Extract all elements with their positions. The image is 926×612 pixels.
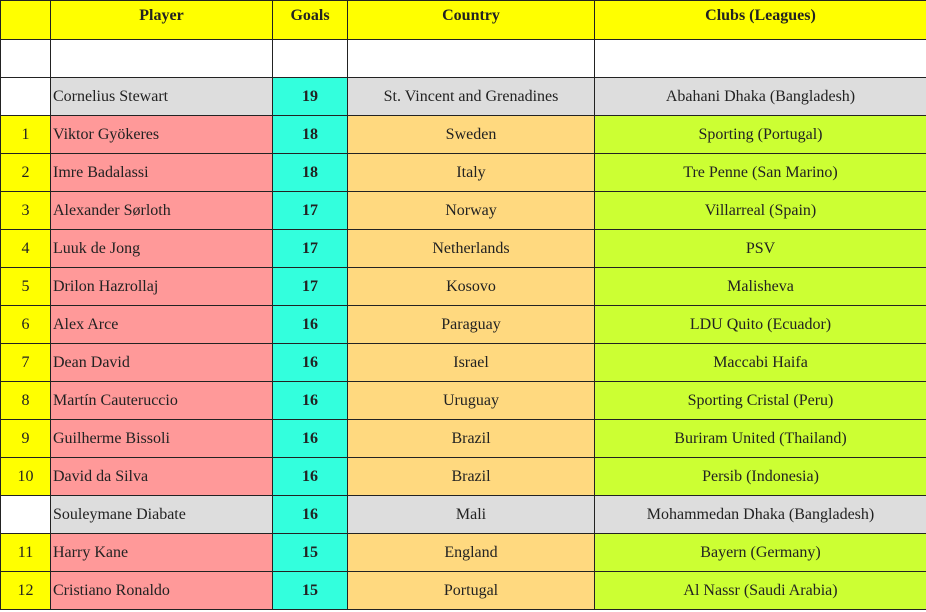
clubs-cell: Malisheva — [594, 267, 926, 306]
country-cell: Sweden — [347, 115, 595, 154]
player-cell: Souleymane Diabate — [50, 495, 273, 534]
player-cell: Alexander Sørloth — [50, 191, 273, 230]
empty-cell — [347, 39, 595, 78]
player-cell: Viktor Gyökeres — [50, 115, 273, 154]
goals-cell: 17 — [272, 191, 348, 230]
player-cell: Cristiano Ronaldo — [50, 571, 273, 610]
clubs-header: Clubs (Leagues) — [594, 0, 926, 40]
table-row: 12 Cristiano Ronaldo 15 Portugal Al Nassr (S… — [0, 571, 926, 610]
goals-cell: 19 — [272, 77, 348, 116]
country-cell: Norway — [347, 191, 595, 230]
goals-cell: 17 — [272, 229, 348, 268]
table-row: 5 Drilon Hazrollaj 17 Kosovo Malisheva — [0, 267, 926, 306]
goals-cell: 16 — [272, 495, 348, 534]
goals-cell: 17 — [272, 267, 348, 306]
country-cell: Israel — [347, 343, 595, 382]
clubs-cell: Villarreal (Spain) — [594, 191, 926, 230]
player-cell: Alex Arce — [50, 305, 273, 344]
rank-cell — [0, 77, 51, 116]
rank-cell — [0, 495, 51, 534]
clubs-cell: Abahani Dhaka (Bangladesh) — [594, 77, 926, 116]
goals-header: Goals — [272, 0, 348, 40]
goals-cell: 16 — [272, 457, 348, 496]
player-cell: Harry Kane — [50, 533, 273, 572]
table-row: 2 Imre Badalassi 18 Italy Tre Penne (San Mar… — [0, 153, 926, 192]
rank-cell: 6 — [0, 305, 51, 344]
country-cell: Brazil — [347, 419, 595, 458]
rank-cell: 7 — [0, 343, 51, 382]
clubs-cell: Al Nassr (Saudi Arabia) — [594, 571, 926, 610]
clubs-cell: Sporting Cristal (Peru) — [594, 381, 926, 420]
rank-header — [0, 0, 51, 40]
goals-cell: 16 — [272, 419, 348, 458]
empty-cell — [594, 39, 926, 78]
rank-cell: 9 — [0, 419, 51, 458]
player-cell: Martín Cauteruccio — [50, 381, 273, 420]
table-row: 4 Luuk de Jong 17 Netherlands PSV — [0, 229, 926, 268]
clubs-cell: Maccabi Haifa — [594, 343, 926, 382]
goals-cell: 18 — [272, 153, 348, 192]
table-row: 11 Harry Kane 15 England Bayern (Germany) — [0, 533, 926, 572]
clubs-cell: PSV — [594, 229, 926, 268]
table-row: 6 Alex Arce 16 Paraguay LDU Quito (Ecuador) — [0, 305, 926, 344]
player-cell: Luuk de Jong — [50, 229, 273, 268]
goals-cell: 15 — [272, 571, 348, 610]
empty-cell — [50, 39, 273, 78]
rank-cell: 11 — [0, 533, 51, 572]
table-row: 9 Guilherme Bissoli 16 Brazil Buriram United… — [0, 419, 926, 458]
header-row: Player Goals Country Clubs (Leagues) — [0, 0, 926, 40]
player-cell: David da Silva — [50, 457, 273, 496]
empty-row — [0, 39, 926, 78]
empty-cell — [0, 39, 51, 78]
rank-cell: 1 — [0, 115, 51, 154]
country-cell: Portugal — [347, 571, 595, 610]
clubs-cell: Bayern (Germany) — [594, 533, 926, 572]
country-cell: Brazil — [347, 457, 595, 496]
country-cell: Mali — [347, 495, 595, 534]
player-header: Player — [50, 0, 273, 40]
player-cell: Dean David — [50, 343, 273, 382]
goals-cell: 16 — [272, 343, 348, 382]
table-row: 10 David da Silva 16 Brazil Persib (Indonesi… — [0, 457, 926, 496]
rank-cell: 3 — [0, 191, 51, 230]
player-cell: Imre Badalassi — [50, 153, 273, 192]
goals-cell: 15 — [272, 533, 348, 572]
table-row: Souleymane Diabate 16 Mali Mohammedan Dhaka… — [0, 495, 926, 534]
clubs-cell: Tre Penne (San Marino) — [594, 153, 926, 192]
country-cell: Uruguay — [347, 381, 595, 420]
player-cell: Cornelius Stewart — [50, 77, 273, 116]
table-row: 8 Martín Cauteruccio 16 Uruguay Sporting Cri… — [0, 381, 926, 420]
country-cell: England — [347, 533, 595, 572]
country-cell: Kosovo — [347, 267, 595, 306]
table-row: Cornelius Stewart 19 St. Vincent and Grena… — [0, 77, 926, 116]
goals-cell: 18 — [272, 115, 348, 154]
clubs-cell: LDU Quito (Ecuador) — [594, 305, 926, 344]
goals-cell: 16 — [272, 305, 348, 344]
empty-cell — [272, 39, 348, 78]
rank-cell: 2 — [0, 153, 51, 192]
country-header: Country — [347, 0, 595, 40]
clubs-cell: Sporting (Portugal) — [594, 115, 926, 154]
table-row: 3 Alexander Sørloth 17 Norway Villarreal (Sp… — [0, 191, 926, 230]
country-cell: Italy — [347, 153, 595, 192]
rank-cell: 4 — [0, 229, 51, 268]
country-cell: St. Vincent and Grenadines — [347, 77, 595, 116]
goals-cell: 16 — [272, 381, 348, 420]
player-cell: Drilon Hazrollaj — [50, 267, 273, 306]
clubs-cell: Persib (Indonesia) — [594, 457, 926, 496]
clubs-cell: Mohammedan Dhaka (Bangladesh) — [594, 495, 926, 534]
rank-cell: 10 — [0, 457, 51, 496]
country-cell: Netherlands — [347, 229, 595, 268]
player-cell: Guilherme Bissoli — [50, 419, 273, 458]
table-row: 7 Dean David 16 Israel Maccabi Haifa — [0, 343, 926, 382]
rank-cell: 5 — [0, 267, 51, 306]
table-row: 1 Viktor Gyökeres 18 Sweden Sporting (Portug… — [0, 115, 926, 154]
rank-cell: 8 — [0, 381, 51, 420]
rank-cell: 12 — [0, 571, 51, 610]
clubs-cell: Buriram United (Thailand) — [594, 419, 926, 458]
country-cell: Paraguay — [347, 305, 595, 344]
